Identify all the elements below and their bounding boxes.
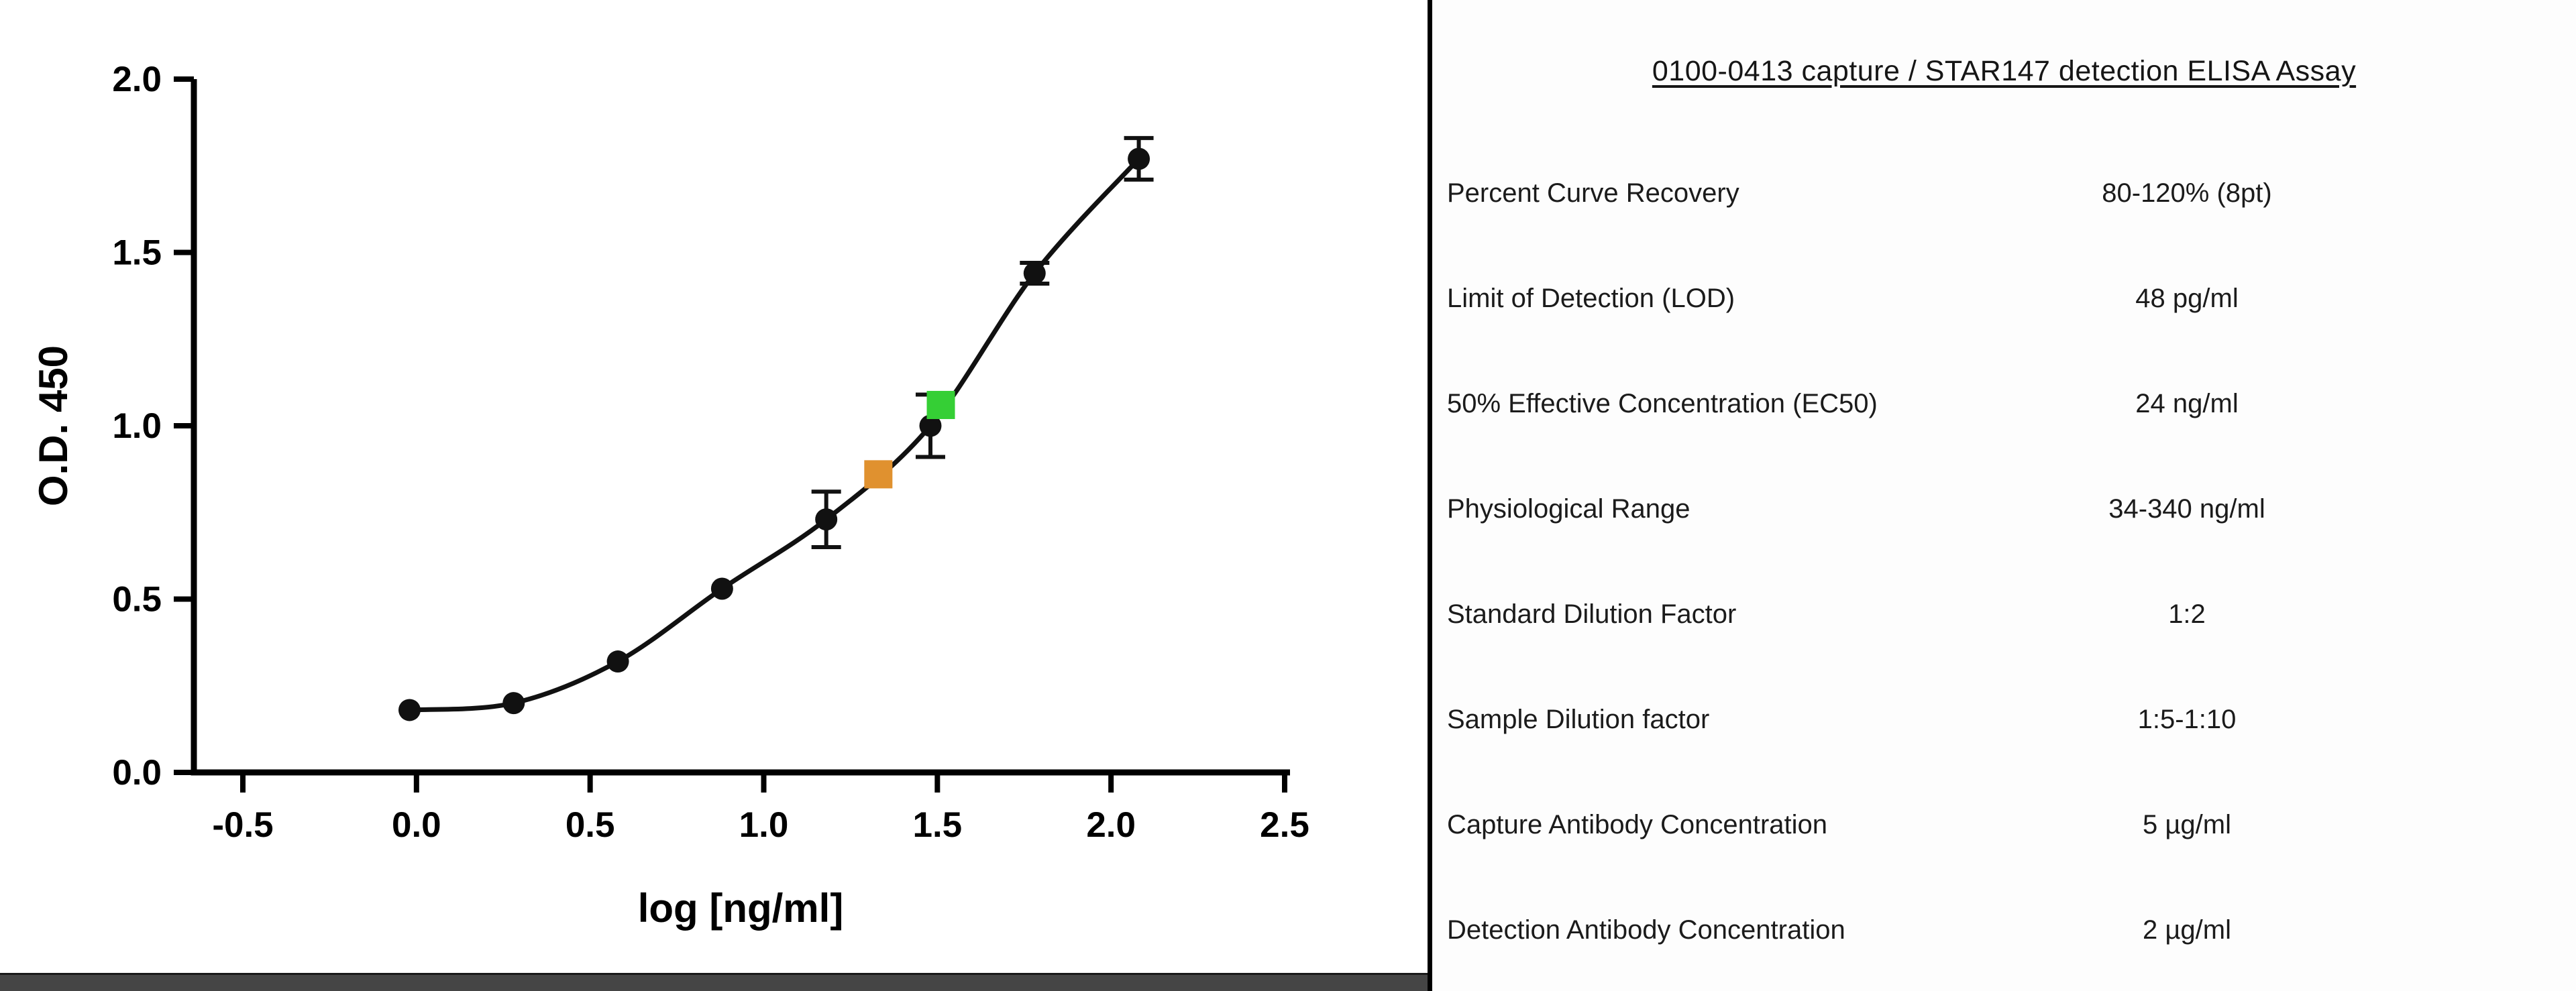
svg-text:0.0: 0.0: [392, 805, 441, 845]
window-bottom-edge: [0, 973, 1428, 991]
tick-marks: [174, 76, 1287, 793]
table-row: Sample Dilution factor 1:5-1:10: [1432, 667, 2576, 772]
table-row: Standard Dilution Factor 1:2: [1432, 562, 2576, 667]
svg-text:0.0: 0.0: [112, 753, 162, 793]
row-value: 80-120% (8pt): [2102, 178, 2272, 208]
row-value: 5 µg/ml: [2143, 810, 2231, 839]
assay-table-panel: 0100-0413 capture / STAR147 detection EL…: [1432, 0, 2576, 991]
tick-labels: -0.5 0.0 0.5 1.0 1.5 2.0 2.5 0.0 0.5 1.0 1.5 2.0: [112, 60, 1309, 845]
row-label: Limit of Detection (LOD): [1447, 284, 1735, 313]
row-label: 50% Effective Concentration (EC50): [1447, 389, 1878, 418]
row-label: Standard Dilution Factor: [1447, 599, 1737, 629]
table-row: Capture Antibody Concentration 5 µg/ml: [1432, 772, 2576, 878]
row-label: Sample Dilution factor: [1447, 705, 1710, 734]
svg-text:1.0: 1.0: [112, 406, 162, 446]
svg-text:2.0: 2.0: [1086, 805, 1136, 845]
table-row: Physiological Range 34-340 ng/ml: [1432, 457, 2576, 562]
row-value: 1:2: [2168, 599, 2206, 629]
svg-text:1.0: 1.0: [739, 805, 789, 845]
elisa-standard-curve-chart: -0.5 0.0 0.5 1.0 1.5 2.0 2.5 0.0 0.5 1.0 1.5 2.0 lo…: [31, 60, 1309, 931]
axes: [191, 79, 1290, 776]
y-axis-title: O.D. 450: [31, 345, 76, 506]
row-value: 34-340 ng/ml: [2108, 494, 2265, 524]
sample-marker-orange: [864, 460, 893, 489]
svg-text:0.5: 0.5: [566, 805, 615, 845]
panel-divider: [1428, 0, 1432, 991]
svg-text:2.0: 2.0: [112, 60, 162, 99]
chart-generated: -0.5 0.0 0.5 1.0 1.5 2.0 2.5 0.0 0.5 1.0 1.5 2.0: [112, 60, 1309, 845]
svg-text:1.5: 1.5: [112, 233, 162, 273]
svg-text:1.5: 1.5: [912, 805, 962, 845]
row-label: Detection Antibody Concentration: [1447, 915, 1845, 945]
table-row: Percent Curve Recovery 80-120% (8pt): [1432, 141, 2576, 246]
table-row: 50% Effective Concentration (EC50) 24 ng…: [1432, 351, 2576, 457]
row-value: 48 pg/ml: [2135, 284, 2239, 313]
x-axis-title: log [ng/ml]: [638, 886, 844, 931]
table-row: Limit of Detection (LOD) 48 pg/ml: [1432, 246, 2576, 351]
row-label: Capture Antibody Concentration: [1447, 810, 1828, 839]
assay-table-title: 0100-0413 capture / STAR147 detection EL…: [1652, 55, 2357, 87]
assay-rows: Percent Curve Recovery 80-120% (8pt) Lim…: [1432, 141, 2576, 983]
fit-curve: [407, 156, 1142, 713]
svg-text:2.5: 2.5: [1260, 805, 1309, 845]
row-label: Physiological Range: [1447, 494, 1690, 524]
row-label: Percent Curve Recovery: [1447, 178, 1739, 208]
row-value: 24 ng/ml: [2135, 389, 2239, 418]
chart-panel: -0.5 0.0 0.5 1.0 1.5 2.0 2.5 0.0 0.5 1.0 1.5 2.0 lo…: [0, 60, 1428, 991]
svg-text:-0.5: -0.5: [212, 805, 273, 845]
svg-text:0.5: 0.5: [112, 580, 162, 620]
row-value: 2 µg/ml: [2143, 915, 2231, 945]
sample-marker-green: [926, 390, 955, 419]
row-value: 1:5-1:10: [2137, 705, 2237, 734]
standard-points: [398, 148, 1150, 721]
table-row: Detection Antibody Concentration 2 µg/ml: [1432, 878, 2576, 983]
